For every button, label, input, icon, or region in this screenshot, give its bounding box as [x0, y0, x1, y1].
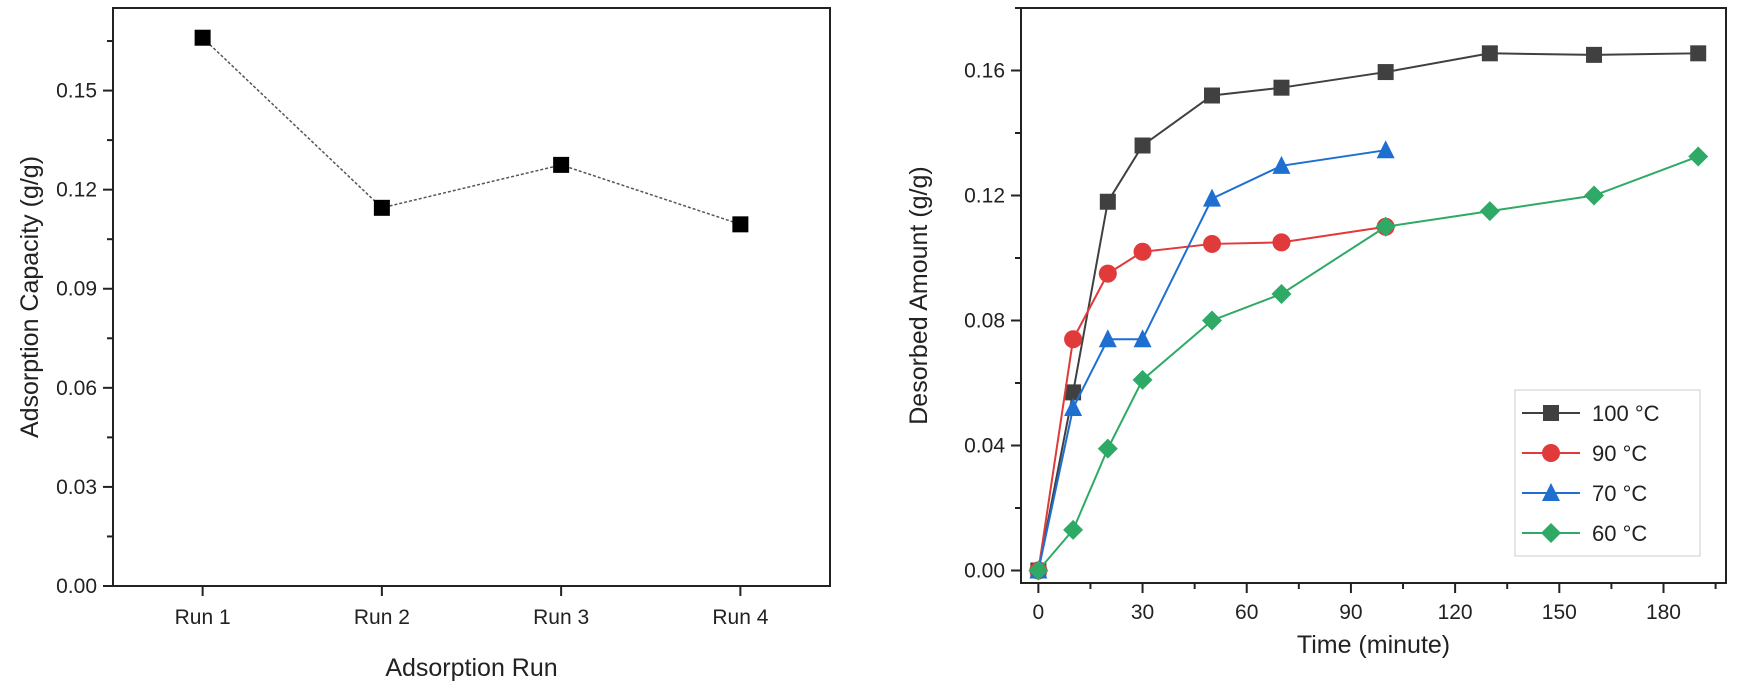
y-tick-label: 0.12	[56, 179, 97, 202]
x-tick-label: Run 2	[354, 606, 410, 629]
x-tick-label: Run 1	[175, 606, 231, 629]
x-tick-label: Run 3	[533, 606, 589, 629]
data-point	[1133, 242, 1152, 261]
legend-label: 90 °C	[1592, 441, 1647, 466]
data-point	[1028, 560, 1049, 581]
desorption-kinetics-chart: 0.00 0.04 0.08 0.12 0.16 0 30 60 90 120 150 180 100 …	[905, 7, 1727, 659]
series-line	[202, 37, 741, 226]
series-line	[1037, 149, 1386, 571]
data-point	[1584, 185, 1605, 206]
x-tick-label: 180	[1646, 601, 1681, 624]
data-point	[1065, 384, 1082, 401]
data-point	[1481, 45, 1498, 62]
y-tick-label: 0.15	[56, 80, 97, 103]
y-axis-label: Adsorption Capacity (g/g)	[16, 156, 44, 438]
data-point	[1202, 310, 1223, 331]
y-tick-label: 0.08	[964, 310, 1005, 333]
data-point	[1064, 330, 1083, 349]
y-tick-label: 0.09	[56, 278, 97, 301]
series-line	[1037, 225, 1386, 571]
data-point	[1097, 438, 1118, 459]
legend-marker	[1541, 523, 1561, 543]
data-point	[1098, 264, 1117, 283]
data-point	[1375, 216, 1396, 237]
x-tick-label: 90	[1339, 601, 1362, 624]
legend-label: 70 °C	[1592, 481, 1647, 506]
data-point	[1098, 329, 1117, 348]
x-axis-label: Adsorption Run	[385, 654, 557, 682]
data-point	[1479, 201, 1500, 222]
series-circle	[1029, 217, 1395, 580]
adsorption-capacity-chart: 0.00 0.03 0.06 0.09 0.12 0.15 Run 1 Run 2 Run 3 R…	[16, 7, 831, 682]
data-point	[1063, 519, 1084, 540]
y-tick-label: 0.00	[964, 560, 1005, 583]
data-point	[1690, 45, 1707, 62]
x-tick-label: 60	[1235, 601, 1258, 624]
y-tick-label: 0.16	[964, 60, 1005, 83]
legend-marker	[1542, 444, 1560, 462]
series-square	[1030, 45, 1707, 579]
x-tick-label: 120	[1438, 601, 1473, 624]
data-point	[1272, 155, 1291, 174]
data-point	[194, 29, 211, 46]
data-point	[1134, 137, 1151, 154]
series-line	[1037, 52, 1699, 571]
data-point	[1132, 369, 1153, 390]
data-point	[1377, 64, 1394, 81]
data-point	[1064, 398, 1083, 416]
data-point	[1203, 188, 1222, 207]
legend-marker	[1542, 483, 1560, 501]
data-point	[553, 156, 570, 173]
data-point	[732, 216, 749, 233]
data-point	[1204, 87, 1221, 104]
legend-label: 100 °C	[1592, 401, 1660, 426]
data-point	[1203, 234, 1222, 253]
y-tick-label: 0.06	[56, 377, 97, 400]
data-point	[1273, 79, 1290, 96]
data-point	[1271, 283, 1292, 304]
legend-label: 60 °C	[1592, 521, 1647, 546]
data-point	[1133, 329, 1152, 348]
series-diamond	[1028, 146, 1709, 581]
x-tick-label: Run 4	[712, 606, 768, 629]
plot-frame	[112, 7, 831, 587]
y-tick-label: 0.00	[56, 575, 97, 598]
y-tick-label: 0.12	[964, 185, 1005, 208]
data-point	[1586, 46, 1603, 63]
y-tick-label: 0.03	[56, 476, 97, 499]
x-axis-label: Time (minute)	[1297, 631, 1450, 659]
y-tick-label: 0.04	[964, 435, 1005, 458]
x-tick-label: 30	[1131, 601, 1154, 624]
data-point	[1376, 140, 1395, 159]
data-point	[1099, 193, 1116, 210]
y-axis-label: Desorbed Amount (g/g)	[905, 166, 933, 424]
legend-marker	[1543, 405, 1559, 421]
data-point	[373, 199, 390, 216]
legend: 100 °C 90 °C 70 °C 60 °C	[1514, 389, 1701, 557]
data-point	[1688, 146, 1709, 167]
series-line	[1037, 155, 1699, 572]
x-tick-label: 150	[1542, 601, 1577, 624]
plot-frame	[1020, 7, 1727, 584]
x-tick-label: 0	[1033, 601, 1045, 624]
data-point	[1272, 233, 1291, 252]
series-triangle	[1029, 140, 1395, 579]
